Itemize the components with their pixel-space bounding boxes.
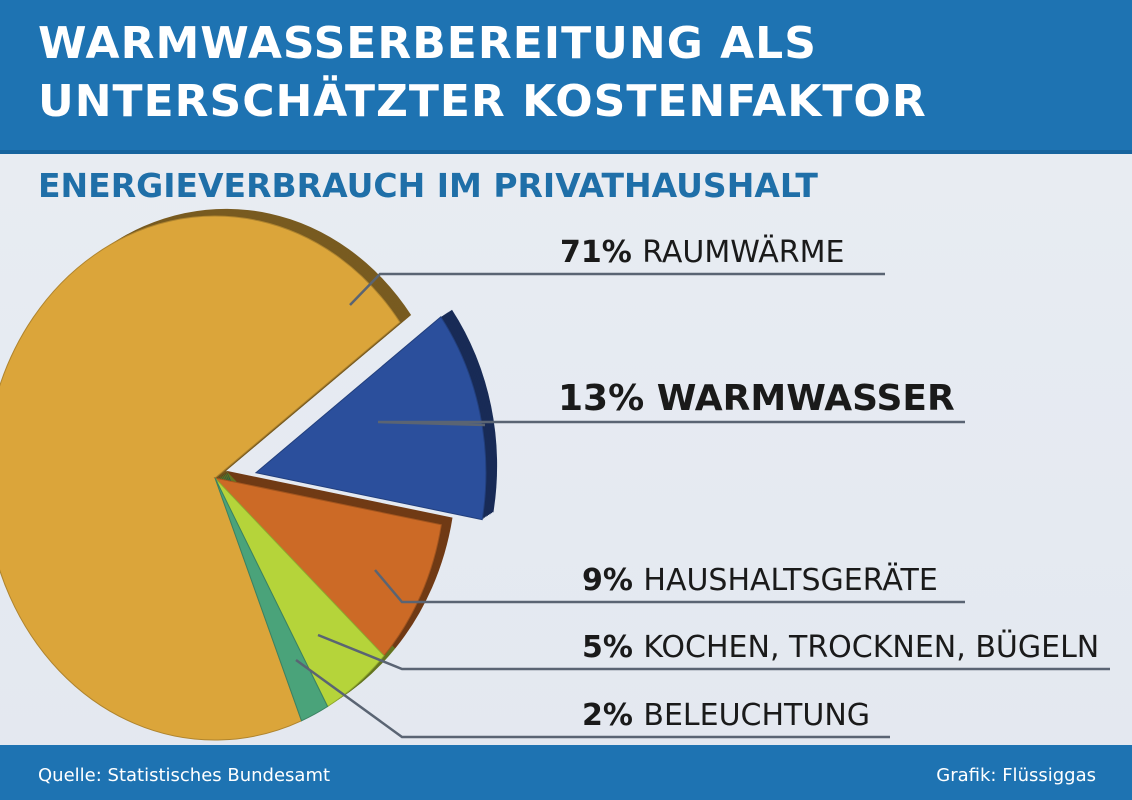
pie-slice-warmwasser xyxy=(254,316,487,521)
pie-slice-haushaltsgeraete xyxy=(213,477,442,657)
slice-label-haushaltsgeraete: 9% HAUSHALTSGERÄTE xyxy=(582,562,938,598)
title-line-1: WARMWASSERBEREITUNG ALS xyxy=(38,18,817,69)
title-line-2: UNTERSCHÄTZTER KOSTENFAKTOR xyxy=(38,76,927,127)
leader-line-warmwasser xyxy=(377,420,965,427)
pie-slice-raumwaerme xyxy=(0,215,401,741)
leader-line-raumwaerme xyxy=(349,272,885,306)
slice-percent-kochen-trocknen-buegeln: 5% xyxy=(582,630,643,665)
chart-subtitle: ENERGIEVERBRAUCH IM PRIVATHAUSHALT xyxy=(38,166,818,205)
footer-bar xyxy=(0,745,1132,800)
slice-name-beleuchtung: BELEUCHTUNG xyxy=(643,698,870,733)
graphic-credit: Grafik: Flüssiggas xyxy=(936,765,1096,786)
source-note: Quelle: Statistisches Bundesamt xyxy=(38,765,331,786)
leader-line-beleuchtung xyxy=(295,658,890,739)
leader-line-haushaltsgeraete xyxy=(374,569,965,604)
pie-labels: 71% RAUMWÄRME 13% WARMWASSER 9% HAUSHALTSG… xyxy=(295,234,1110,739)
slice-name-kochen-trocknen-buegeln: KOCHEN, TROCKNEN, BÜGELN xyxy=(643,629,1099,665)
pie-slices xyxy=(0,215,487,741)
leader-line-kochen-trocknen-buegeln xyxy=(317,633,1110,671)
slice-label-warmwasser: 13% WARMWASSER xyxy=(558,378,955,419)
slice-label-kochen-trocknen-buegeln: 5% KOCHEN, TROCKNEN, BÜGELN xyxy=(582,629,1099,665)
slice-percent-haushaltsgeraete: 9% xyxy=(582,563,643,598)
slice-label-beleuchtung: 2% BELEUCHTUNG xyxy=(582,698,870,733)
slice-name-haushaltsgeraete: HAUSHALTSGERÄTE xyxy=(643,562,937,598)
slice-name-warmwasser: WARMWASSER xyxy=(657,378,955,419)
pie-slice-beleuchtung xyxy=(214,477,329,722)
slice-name-raumwaerme: RAUMWÄRME xyxy=(642,234,844,270)
slice-percent-beleuchtung: 2% xyxy=(582,698,643,733)
slice-label-raumwaerme: 71% RAUMWÄRME xyxy=(560,234,845,270)
slice-percent-raumwaerme: 71% xyxy=(560,235,642,270)
header-banner xyxy=(0,0,1132,154)
slice-percent-warmwasser: 13% xyxy=(558,378,657,419)
